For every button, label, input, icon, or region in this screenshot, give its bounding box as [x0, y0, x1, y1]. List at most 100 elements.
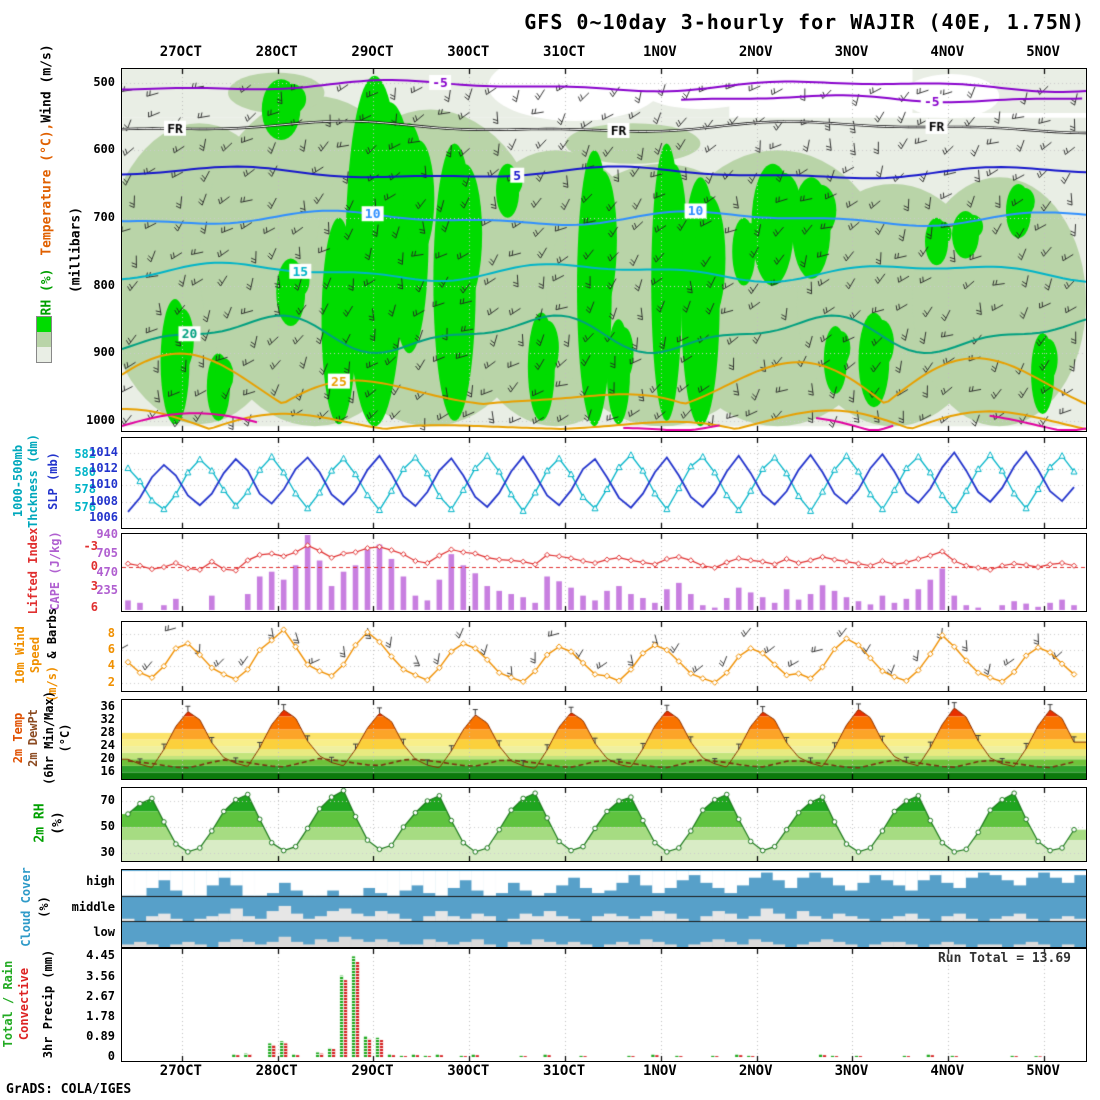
- chart-title: GFS 0~10day 3-hourly for WAJIR (40E, 1.7…: [524, 10, 1085, 34]
- x-tick-label: 3NOV: [834, 1063, 869, 1079]
- y-tick-label: 0: [90, 559, 98, 574]
- x-tick-label: 29OCT: [351, 1063, 394, 1079]
- y-tick-label: 940: [96, 527, 118, 541]
- y-tick-label: 70: [100, 793, 115, 808]
- x-tick-label: 2NOV: [738, 1063, 773, 1079]
- x-tick-label: 27OCT: [159, 1063, 202, 1079]
- y-tick-label: 50: [100, 819, 115, 834]
- y-tick-label: 1014: [89, 444, 118, 459]
- y-tick-label: 1008: [89, 493, 118, 508]
- side-label-minmax: (6hr Min/Max): [42, 691, 56, 785]
- panel-cape-lifted-index: [121, 533, 1087, 612]
- cloud-cover-canvas: [122, 870, 1086, 947]
- side-label-temperature: Temperature (°C),: [39, 122, 55, 256]
- panel-10m-wind: [121, 621, 1087, 692]
- precip-canvas: [122, 949, 1086, 1061]
- y-tick-label: 2.67: [86, 988, 115, 1003]
- y-tick-label: 500: [93, 74, 115, 89]
- x-tick-label: 31OCT: [543, 44, 586, 60]
- y-tick-label: 800: [93, 277, 115, 292]
- side-label-temp-wind: Temperature (°C),Wind (m/s): [40, 44, 55, 255]
- side-label-2m-dewpt: 2m DewPt: [26, 709, 40, 767]
- x-tick-label: 1NOV: [643, 44, 677, 60]
- cloud-row-label: high: [86, 873, 115, 888]
- x-tick-label: 31OCT: [543, 1063, 586, 1079]
- x-tick-label: 5NOV: [1026, 44, 1060, 60]
- cape-lifted-index-canvas: [122, 534, 1086, 611]
- y-tick-label: 576: [74, 499, 96, 514]
- side-label-convective: Convective: [17, 967, 31, 1041]
- rh-legend-cell: [37, 347, 51, 362]
- panel-cloud-cover: [121, 869, 1087, 948]
- y-tick-label: 8: [107, 625, 115, 640]
- x-tick-label: 30OCT: [447, 1063, 490, 1079]
- wind-10m-canvas: [122, 622, 1086, 691]
- y-tick-label: 20: [100, 751, 115, 766]
- y-tick-label: 0: [107, 1049, 115, 1063]
- y-tick-label: 36: [100, 698, 115, 713]
- y-tick-label: 3: [90, 579, 98, 594]
- y-tick-label: 6: [90, 599, 98, 614]
- y-tick-label: 1012: [89, 461, 118, 475]
- x-tick-label: 1NOV: [643, 1063, 677, 1079]
- temp-dewpt-canvas: [122, 700, 1086, 779]
- panel-pressure-cross-section: [121, 68, 1087, 432]
- y-tick-label: 1006: [89, 510, 118, 525]
- side-label-2m-rh-unit: (%): [50, 811, 66, 835]
- y-tick-label: 580: [74, 464, 96, 479]
- x-tick-label: 5NOV: [1026, 1063, 1060, 1079]
- x-tick-label: 4NOV: [930, 1063, 965, 1079]
- slp-thickness-canvas: [122, 438, 1086, 528]
- y-tick-label: -3: [83, 538, 98, 553]
- y-tick-label: 600: [93, 142, 115, 157]
- side-label-thickness-2: Thckness (dm): [26, 434, 40, 528]
- run-total-label: Run Total = 13.69: [937, 951, 1071, 966]
- side-label-3hr-precip: 3hr Precip (mm): [41, 949, 55, 1059]
- side-label-10m-wind: 10m Wind: [13, 626, 27, 684]
- y-tick-label: 30: [100, 845, 115, 860]
- panel-3hr-precip: [121, 948, 1087, 1062]
- y-tick-label: 16: [100, 764, 115, 779]
- y-tick-label: 1.78: [86, 1008, 115, 1023]
- panel-2m-rh: [121, 787, 1087, 862]
- y-tick-label: 2: [107, 674, 115, 689]
- x-tick-label: 4NOV: [930, 44, 965, 60]
- y-tick-label: 0.89: [86, 1028, 115, 1043]
- panel-2m-temp-dewpt: [121, 699, 1087, 780]
- side-label-total-rain: Total / Rain: [1, 960, 15, 1048]
- y-tick-label: 1010: [89, 477, 118, 492]
- y-tick-label: 578: [74, 482, 96, 496]
- y-tick-label: 4.45: [86, 948, 115, 963]
- panel-slp-thickness: [121, 437, 1087, 529]
- side-label-2m-temp: 2m Temp: [11, 712, 25, 764]
- rh-2m-canvas: [122, 788, 1086, 861]
- side-label-thickness-1: 1000-500mb: [11, 444, 25, 518]
- side-label-and-barbs: & Barbs: [45, 608, 59, 666]
- y-tick-label: 28: [100, 724, 115, 739]
- rh-legend-colorbar: [36, 316, 52, 363]
- side-label-cloud-cover: Cloud Cover: [19, 867, 33, 947]
- y-tick-label: 470: [96, 564, 118, 579]
- side-label-cloud-unit: (%): [37, 896, 51, 918]
- y-tick-label: 700: [93, 209, 115, 224]
- y-tick-label: 1000: [86, 412, 115, 427]
- x-tick-label: 3NOV: [834, 44, 869, 60]
- y-tick-label: 900: [93, 345, 115, 360]
- y-tick-label: 582: [74, 447, 96, 461]
- y-tick-label: 6: [107, 642, 115, 656]
- pressure-cross-section-canvas: [122, 69, 1086, 431]
- cloud-row-label: low: [93, 925, 115, 940]
- x-tick-label: 2NOV: [738, 44, 773, 60]
- side-label-speed: Speed: [28, 636, 42, 674]
- side-label-rh-pct: RH (%): [39, 268, 55, 316]
- y-tick-label: 24: [100, 738, 115, 753]
- grads-credit: GrADS: COLA/IGES: [6, 1082, 132, 1097]
- x-tick-label: 29OCT: [351, 44, 394, 60]
- x-tick-label: 30OCT: [447, 44, 490, 60]
- y-tick-label: 235: [96, 583, 118, 598]
- side-label-lifted-index: Lifted Index: [26, 527, 40, 615]
- rh-legend-cell: [37, 317, 51, 332]
- x-tick-label: 28OCT: [255, 1063, 298, 1079]
- side-label-wind: Wind (m/s): [39, 44, 55, 123]
- y-tick-label: 32: [100, 711, 115, 726]
